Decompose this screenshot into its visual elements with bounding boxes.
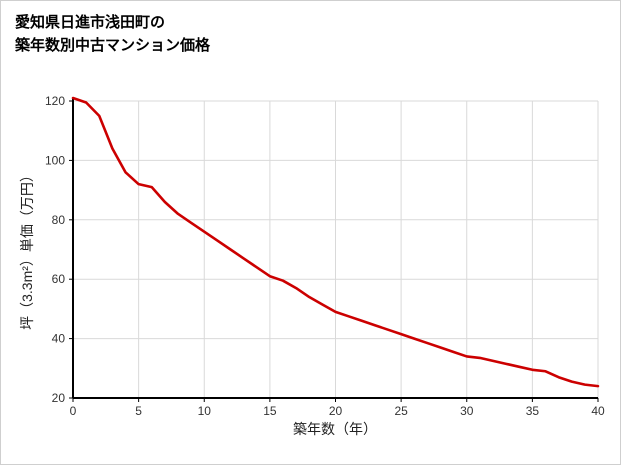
y-tick-label: 120 bbox=[45, 94, 65, 108]
x-tick-label: 5 bbox=[135, 404, 142, 418]
x-tick-label: 0 bbox=[70, 404, 77, 418]
y-tick-label: 20 bbox=[52, 391, 66, 405]
x-tick-label: 30 bbox=[460, 404, 474, 418]
y-tick-label: 100 bbox=[45, 153, 65, 167]
x-tick-label: 35 bbox=[526, 404, 540, 418]
x-tick-label: 40 bbox=[591, 404, 605, 418]
price-line bbox=[71, 96, 600, 388]
x-tick-label: 20 bbox=[329, 404, 343, 418]
x-axis-label: 築年数（年） bbox=[293, 421, 377, 437]
y-axis-label: 坪（3.3m²）単価（万円） bbox=[19, 168, 35, 330]
y-tick-label: 60 bbox=[52, 272, 66, 286]
x-tick-label: 25 bbox=[394, 404, 408, 418]
y-tick-label: 40 bbox=[52, 332, 66, 346]
x-tick-label: 15 bbox=[263, 404, 277, 418]
y-tick-label: 80 bbox=[52, 213, 66, 227]
chart-title-line-2: 築年数別中古マンション価格 bbox=[15, 37, 211, 54]
chart-title: 愛知県日進市浅田町の 築年数別中古マンション価格 bbox=[15, 11, 210, 57]
x-tick-label: 10 bbox=[198, 404, 212, 418]
chart-title-line-1: 愛知県日進市浅田町の bbox=[15, 14, 166, 31]
